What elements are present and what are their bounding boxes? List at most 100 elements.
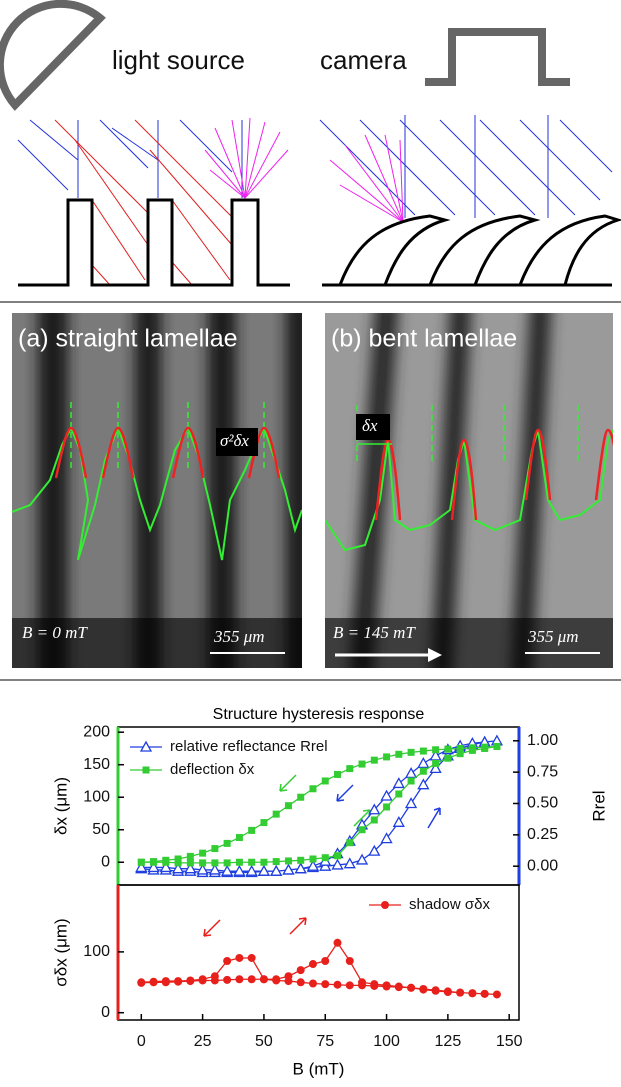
data-point (285, 857, 292, 864)
data-point (235, 975, 243, 983)
data-point (358, 981, 366, 989)
data-point (273, 858, 280, 865)
data-point (406, 798, 416, 807)
data-point (297, 978, 305, 986)
y-tick-label: 200 (83, 723, 110, 740)
y-tick-label: 50 (92, 821, 110, 838)
field-label: B = 0 mT (22, 623, 88, 642)
data-point (468, 989, 476, 997)
data-point (309, 980, 317, 988)
figure: light source camera (0, 0, 621, 1082)
data-point (248, 859, 255, 866)
data-point (285, 802, 292, 809)
data-point (248, 975, 256, 983)
data-point (346, 839, 353, 846)
data-point (444, 746, 451, 753)
data-point (187, 859, 194, 866)
y-axis-label: σδx (μm) (51, 918, 70, 986)
annotation: δx (362, 416, 378, 435)
annotation: σ²δx (220, 431, 249, 450)
data-point (223, 957, 231, 965)
data-point (322, 854, 329, 861)
data-point (334, 771, 341, 778)
data-point (357, 855, 367, 864)
data-point (150, 978, 158, 986)
data-point (493, 990, 501, 998)
data-point (420, 748, 427, 755)
data-point (211, 976, 219, 984)
data-point (236, 859, 243, 866)
series-line (141, 943, 497, 995)
legend-marker (381, 901, 389, 909)
chart-title: Structure hysteresis response (213, 706, 425, 723)
data-point (395, 790, 402, 797)
panel-title: (a) straight lamellae (18, 325, 238, 353)
light-source-icon (0, 4, 100, 105)
data-point (321, 980, 329, 988)
data-point (493, 743, 500, 750)
x-tick-label: 50 (255, 1033, 273, 1050)
data-point (469, 744, 476, 751)
y-axis-label: δx (μm) (51, 777, 70, 835)
data-point (260, 859, 267, 866)
data-point (383, 753, 390, 760)
data-point (371, 757, 378, 764)
data-point (346, 981, 354, 989)
x-tick-label: 25 (194, 1033, 212, 1050)
data-point (211, 859, 218, 866)
data-point (370, 982, 378, 990)
x-tick-label: 75 (316, 1033, 334, 1050)
blue-rays-right (320, 115, 612, 218)
x-tick-label: 100 (373, 1033, 400, 1050)
data-point (359, 826, 366, 833)
legend-label: shadow σδx (409, 896, 490, 913)
data-point (432, 746, 439, 753)
y2-tick-label: 1.00 (527, 732, 558, 749)
data-point (456, 989, 464, 997)
data-point (444, 755, 451, 762)
data-point (260, 819, 267, 826)
data-point (444, 987, 452, 995)
data-point (394, 817, 404, 826)
data-point (199, 859, 206, 866)
data-point (346, 765, 353, 772)
page: Structure hysteresis figure {"diagram": … (0, 0, 621, 1082)
schematic: light source camera (0, 4, 618, 285)
y-tick-label: 0 (101, 853, 110, 870)
light-source-label: light source (112, 45, 245, 75)
scale-label: 355 μm (527, 627, 579, 646)
data-point (432, 986, 440, 994)
legend-label: relative reflectance Rrel (170, 738, 328, 755)
data-point (481, 990, 489, 998)
y2-tick-label: 0.50 (527, 795, 558, 812)
camera-icon (425, 32, 570, 82)
bent-lamellae (340, 216, 618, 285)
y-tick-label: 100 (83, 788, 110, 805)
x-axis-label: B (mT) (293, 1059, 345, 1078)
y-tick-label: 100 (83, 943, 110, 960)
data-point (420, 768, 427, 775)
straight-lamellae (18, 200, 290, 285)
data-point (224, 840, 231, 847)
data-point (309, 960, 317, 968)
data-point (199, 850, 206, 857)
data-point (432, 760, 439, 767)
data-point (273, 811, 280, 818)
panel-title: (b) bent lamellae (331, 325, 517, 353)
data-point (309, 855, 316, 862)
data-point (248, 954, 256, 962)
data-point (248, 827, 255, 834)
data-point (211, 845, 218, 852)
field-label: B = 145 mT (333, 623, 416, 642)
data-point (174, 978, 182, 986)
scatter-rays-right (330, 135, 403, 222)
blue-rays-left (18, 120, 242, 198)
data-point (150, 858, 157, 865)
data-point (407, 984, 415, 992)
legend-label: deflection δx (170, 761, 255, 778)
data-point (383, 983, 391, 991)
data-point (457, 745, 464, 752)
camera-label: camera (320, 45, 407, 75)
data-point (260, 975, 268, 983)
data-point (309, 785, 316, 792)
